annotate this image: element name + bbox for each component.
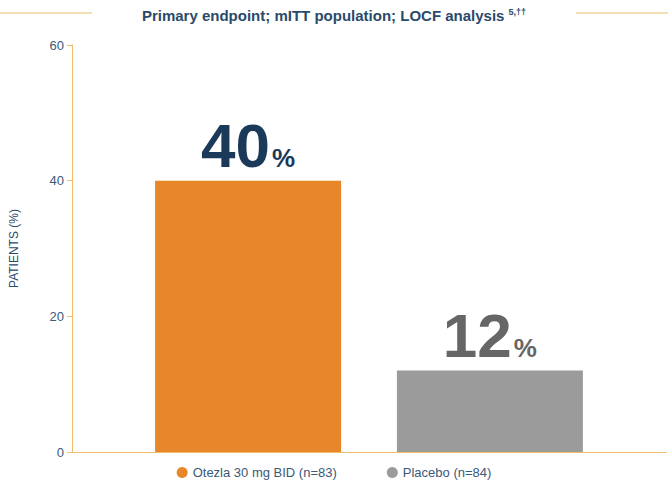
svg-text:20: 20 [50, 309, 64, 324]
svg-text:Otezla 30 mg BID (n=83): Otezla 30 mg BID (n=83) [193, 465, 337, 480]
svg-text:%: % [514, 333, 537, 363]
svg-text:40: 40 [50, 173, 64, 188]
svg-text:Placebo (n=84): Placebo (n=84) [403, 465, 492, 480]
svg-text:Primary endpoint; mITT populat: Primary endpoint; mITT population; LOCF … [142, 7, 509, 24]
svg-text:12: 12 [443, 301, 512, 370]
svg-text:%: % [272, 143, 295, 173]
svg-text:60: 60 [50, 38, 64, 53]
svg-text:PATIENTS (%): PATIENTS (%) [7, 209, 21, 288]
svg-text:5,††: 5,†† [509, 7, 527, 17]
svg-text:0: 0 [57, 445, 64, 460]
svg-text:40: 40 [201, 111, 270, 180]
